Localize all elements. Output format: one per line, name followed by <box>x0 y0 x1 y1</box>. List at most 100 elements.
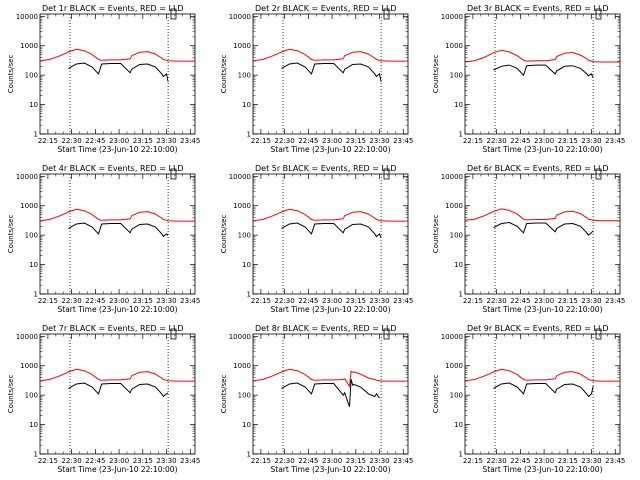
y-tick-label: 1000 <box>20 362 38 370</box>
events-series-line <box>281 379 380 408</box>
x-tick-label: 23:00 <box>322 297 342 305</box>
chart-panel: Det 7r BLACK = Events, RED = LLD 1 10 100 10… <box>7 324 200 474</box>
x-tick-label: 22:15 <box>251 297 271 305</box>
x-axis-label: Start Time (23-Jun-10 22:10:00) <box>271 145 391 154</box>
plot-frame <box>39 173 196 295</box>
y-axis-label: Counts/sec <box>432 55 440 94</box>
x-tick-label: 23:00 <box>534 457 554 465</box>
events-series-line <box>281 222 382 239</box>
y-axis-label: Counts/sec <box>432 215 440 254</box>
chart-title: Det 6r BLACK = Events, RED = LLD <box>467 164 609 173</box>
x-tick-label: 22:30 <box>487 137 507 145</box>
events-series-line <box>281 62 382 82</box>
events-series-line <box>493 221 594 236</box>
lld-series-line <box>253 368 408 388</box>
x-axis-label: Start Time (23-Jun-10 22:10:00) <box>58 145 178 154</box>
x-tick-label: 23:15 <box>346 137 366 145</box>
x-tick-label: 22:15 <box>38 457 58 465</box>
chart-title: Det 2r BLACK = Events, RED = LLD <box>255 4 397 13</box>
x-axis-label: Start Time (23-Jun-10 22:10:00) <box>271 465 391 474</box>
x-tick-label: 22:30 <box>62 137 82 145</box>
x-tick-label: 23:30 <box>156 137 176 145</box>
plot-frame <box>464 13 621 135</box>
chart-title: Det 9r BLACK = Events, RED = LLD <box>467 324 609 333</box>
events-series-line <box>493 64 594 79</box>
x-tick-label: 23:00 <box>109 137 129 145</box>
y-tick-label: 100 <box>450 392 463 400</box>
x-tick-label: 23:45 <box>605 297 625 305</box>
x-tick-label: 23:45 <box>180 137 200 145</box>
x-tick-label: 22:45 <box>85 137 105 145</box>
x-tick-label: 23:00 <box>534 137 554 145</box>
y-tick-label: 10 <box>454 421 463 429</box>
x-tick-label: 23:15 <box>346 297 366 305</box>
plot-frame <box>252 13 409 135</box>
x-tick-label: 23:30 <box>581 457 601 465</box>
lld-series-line <box>465 208 620 222</box>
chart-title: Det 5r BLACK = Events, RED = LLD <box>255 164 397 173</box>
lld-series-line <box>465 368 620 382</box>
y-axis-label: Counts/sec <box>220 215 228 254</box>
x-tick-label: 22:30 <box>275 137 295 145</box>
y-tick-label: 10000 <box>229 13 251 21</box>
x-axis-label: Start Time (23-Jun-10 22:10:00) <box>483 305 603 314</box>
x-tick-label: 23:30 <box>156 457 176 465</box>
x-tick-label: 23:15 <box>133 137 153 145</box>
y-tick-label: 10 <box>454 261 463 269</box>
y-tick-label: 10000 <box>441 173 463 181</box>
y-tick-label: 10 <box>29 261 38 269</box>
x-tick-label: 22:30 <box>62 457 82 465</box>
x-tick-label: 23:45 <box>605 137 625 145</box>
y-tick-label: 1000 <box>233 42 251 50</box>
lld-series-line <box>253 208 408 222</box>
y-tick-label: 1 <box>247 291 251 299</box>
x-tick-label: 22:15 <box>38 297 58 305</box>
y-tick-label: 10000 <box>16 13 38 21</box>
chart-panel: Det 5r BLACK = Events, RED = LLD 1 10 100 10… <box>220 164 413 314</box>
chart-panel: Det 8r BLACK = Events, RED = LLD 1 10 100 10… <box>220 324 413 474</box>
chart-panel: Det 4r BLACK = Events, RED = LLD 1 10 100 10… <box>7 164 200 314</box>
x-tick-label: 22:45 <box>85 297 105 305</box>
x-tick-label: 22:15 <box>38 137 58 145</box>
chart-title: Det 7r BLACK = Events, RED = LLD <box>42 324 184 333</box>
x-tick-label: 22:15 <box>251 137 271 145</box>
x-tick-label: 23:30 <box>581 137 601 145</box>
lld-series-line <box>465 49 620 63</box>
y-tick-label: 1 <box>34 131 38 139</box>
y-tick-label: 1000 <box>20 202 38 210</box>
events-series-line <box>68 222 169 238</box>
x-tick-label: 22:45 <box>298 137 318 145</box>
y-tick-label: 1000 <box>445 42 463 50</box>
y-tick-label: 10000 <box>229 333 251 341</box>
y-tick-label: 100 <box>25 232 38 240</box>
x-axis-label: Start Time (23-Jun-10 22:10:00) <box>271 305 391 314</box>
y-tick-label: 1 <box>34 291 38 299</box>
x-axis-label: Start Time (23-Jun-10 22:10:00) <box>58 305 178 314</box>
y-tick-label: 1000 <box>445 362 463 370</box>
plot-frame <box>252 333 409 455</box>
x-tick-label: 23:00 <box>322 457 342 465</box>
chart-panel: Det 6r BLACK = Events, RED = LLD 1 10 100 10… <box>432 164 625 314</box>
x-tick-label: 22:15 <box>463 297 483 305</box>
y-axis-label: Counts/sec <box>220 375 228 414</box>
x-tick-label: 23:15 <box>133 457 153 465</box>
plot-frame <box>39 13 196 135</box>
y-tick-label: 10000 <box>229 173 251 181</box>
y-tick-label: 1000 <box>20 42 38 50</box>
y-tick-label: 1000 <box>233 362 251 370</box>
x-tick-label: 22:15 <box>463 457 483 465</box>
x-tick-label: 23:00 <box>109 297 129 305</box>
plot-frame <box>39 333 196 455</box>
y-tick-label: 10 <box>242 261 251 269</box>
y-tick-label: 100 <box>25 392 38 400</box>
x-tick-label: 23:30 <box>581 297 601 305</box>
y-tick-label: 1 <box>459 291 463 299</box>
y-tick-label: 1 <box>459 131 463 139</box>
x-tick-label: 23:15 <box>133 297 153 305</box>
y-tick-label: 10 <box>29 101 38 109</box>
y-tick-label: 10000 <box>16 173 38 181</box>
y-axis-label: Counts/sec <box>220 55 228 94</box>
x-tick-label: 23:45 <box>605 457 625 465</box>
x-tick-label: 22:30 <box>62 297 82 305</box>
